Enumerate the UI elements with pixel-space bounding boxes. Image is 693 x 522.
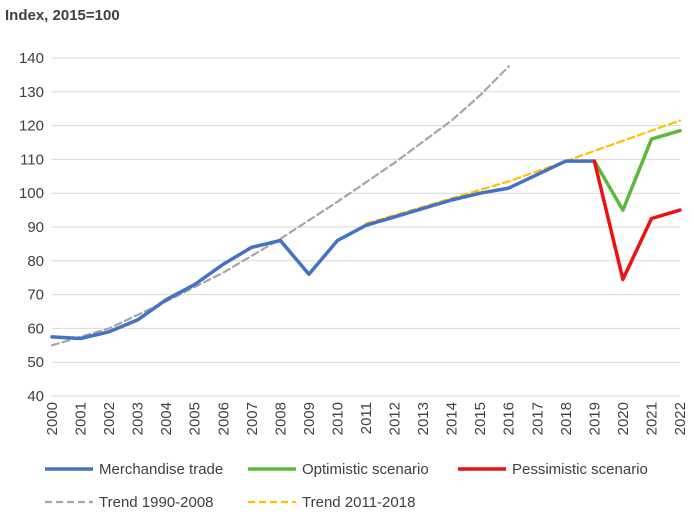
legend-label: Optimistic scenario: [302, 461, 429, 478]
x-tick-label: 2019: [586, 402, 603, 435]
y-tick-label: 140: [19, 50, 44, 67]
legend-label: Pessimistic scenario: [512, 461, 648, 478]
series-line-merchandise-trade: [50, 159, 597, 341]
x-tick-label: 2000: [44, 402, 61, 435]
legend-label: Trend 2011-2018: [302, 494, 415, 511]
x-tick-label: 2018: [558, 402, 575, 435]
x-tick-label: 2017: [529, 402, 546, 435]
y-axis-tick-labels: 40 50 60 70 80 90 100 110 120 130 140: [19, 50, 44, 405]
y-tick-label: 80: [27, 253, 44, 270]
y-tick-label: 100: [19, 185, 44, 202]
x-tick-label: 2014: [444, 402, 461, 435]
y-tick-label: 90: [27, 219, 44, 236]
series-line-trend-2011-2018: [364, 119, 682, 225]
x-tick-label: 2011: [358, 402, 375, 434]
x-tick-label: 2020: [615, 402, 632, 435]
x-tick-label: 2004: [158, 402, 175, 435]
x-tick-label: 2003: [130, 402, 147, 435]
x-tick-label: 2016: [501, 402, 518, 435]
x-tick-label: 2008: [272, 402, 289, 435]
x-tick-label: 2009: [301, 402, 318, 435]
series-line-trend-1990-2008: [50, 65, 510, 347]
x-axis-tick-labels: 2000 2001 2002 2003 2004 2005 2006 2007 2008 2009…: [44, 402, 689, 435]
y-tick-label: 130: [19, 84, 44, 101]
series-line-pessimistic-scenario: [592, 159, 682, 282]
legend-label: Trend 1990-2008: [99, 494, 214, 511]
x-tick-label: 2001: [73, 402, 90, 435]
x-tick-label: 2007: [244, 402, 261, 435]
y-tick-label: 120: [19, 118, 44, 135]
series-lines: [50, 65, 682, 347]
legend-label: Merchandise trade: [99, 461, 223, 478]
x-tick-label: 2022: [672, 402, 689, 435]
y-tick-label: 60: [27, 320, 44, 337]
x-tick-label: 2015: [472, 402, 489, 435]
y-tick-label: 110: [20, 151, 44, 168]
x-tick-label: 2002: [101, 402, 118, 435]
x-tick-label: 2021: [643, 402, 660, 435]
y-tick-label: 70: [27, 287, 44, 304]
legend: Merchandise trade Optimistic scenario Pess…: [45, 461, 648, 511]
x-tick-label: 2012: [387, 402, 404, 435]
y-tick-label: 50: [27, 354, 44, 371]
x-tick-label: 2006: [215, 402, 232, 435]
x-tick-label: 2013: [415, 402, 432, 435]
series-line-optimistic-scenario: [592, 128, 682, 212]
unit-label: Index, 2015=100: [5, 7, 120, 24]
y-tick-label: 40: [27, 388, 44, 405]
x-tick-label: 2005: [187, 402, 204, 435]
x-tick-label: 2010: [329, 402, 346, 435]
